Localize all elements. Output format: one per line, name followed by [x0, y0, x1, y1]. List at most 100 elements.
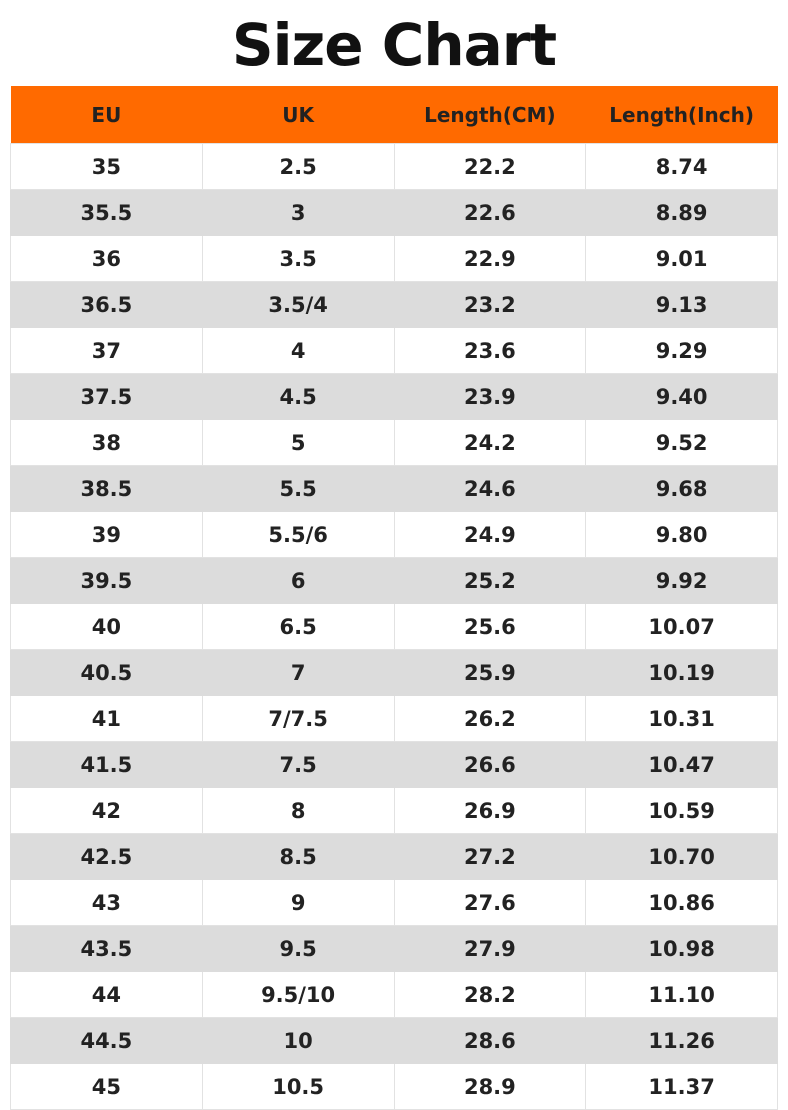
table-row: 35.5 3 22.6 8.89 — [10, 189, 778, 236]
column-header: EU — [10, 86, 203, 144]
table-cell: 7 — [201, 649, 395, 696]
table-cell: 9.01 — [585, 235, 778, 282]
table-cell: 10.19 — [585, 649, 778, 696]
column-header: UK — [202, 86, 394, 144]
table-row: 42.5 8.5 27.2 10.70 — [10, 833, 778, 880]
table-cell: 3.5/4 — [201, 281, 395, 328]
table-cell: 40.5 — [10, 649, 203, 696]
table-row: 35 2.5 22.2 8.74 — [10, 143, 778, 190]
table-cell: 8.89 — [585, 189, 778, 236]
column-header: Length(Inch) — [585, 86, 778, 144]
table-cell: 25.2 — [393, 557, 587, 604]
table-cell: 5.5 — [201, 465, 395, 512]
table-cell: 43 — [10, 879, 203, 926]
table-cell: 10.59 — [585, 787, 778, 834]
table-row: 44 9.5/10 28.2 11.10 — [10, 971, 778, 1018]
table-row: 40 6.5 25.6 10.07 — [10, 603, 778, 650]
table-cell: 10.47 — [585, 741, 778, 788]
table-cell: 2.5 — [201, 143, 395, 190]
table-cell: 4.5 — [201, 373, 395, 420]
table-cell: 11.26 — [585, 1017, 778, 1064]
table-cell: 22.6 — [393, 189, 587, 236]
table-cell: 9.68 — [585, 465, 778, 512]
table-cell: 8.74 — [585, 143, 778, 190]
table-cell: 9.5/10 — [201, 971, 395, 1018]
table-row: 36.5 3.5/4 23.2 9.13 — [10, 281, 778, 328]
table-cell: 10 — [201, 1017, 395, 1064]
header-row: EU UK Length(CM) Length(Inch) — [10, 86, 778, 144]
table-cell: 8 — [201, 787, 395, 834]
table-cell: 38.5 — [10, 465, 203, 512]
table-cell: 36.5 — [10, 281, 203, 328]
table-cell: 27.2 — [393, 833, 587, 880]
table-cell: 8.5 — [201, 833, 395, 880]
table-cell: 43.5 — [10, 925, 203, 972]
table-cell: 22.2 — [393, 143, 587, 190]
table-cell: 38 — [10, 419, 203, 466]
table-cell: 4 — [201, 327, 395, 374]
table-cell: 6.5 — [201, 603, 395, 650]
table-row: 40.5 7 25.9 10.19 — [10, 649, 778, 696]
table-cell: 41 — [10, 695, 203, 742]
table-cell: 28.6 — [393, 1017, 587, 1064]
table-row: 44.5 10 28.6 11.26 — [10, 1017, 778, 1064]
table-cell: 6 — [201, 557, 395, 604]
table-cell: 35 — [10, 143, 203, 190]
table-cell: 11.10 — [585, 971, 778, 1018]
table-cell: 26.2 — [393, 695, 587, 742]
table-cell: 35.5 — [10, 189, 203, 236]
table-cell: 27.6 — [393, 879, 587, 926]
table-cell: 10.86 — [585, 879, 778, 926]
table-row: 37 4 23.6 9.29 — [10, 327, 778, 374]
table-row: 38.5 5.5 24.6 9.68 — [10, 465, 778, 512]
table-cell: 23.2 — [393, 281, 587, 328]
table-cell: 9.13 — [585, 281, 778, 328]
table-cell: 9.5 — [201, 925, 395, 972]
table-cell: 5 — [201, 419, 395, 466]
table-cell: 7.5 — [201, 741, 395, 788]
table-cell: 25.6 — [393, 603, 587, 650]
table-cell: 23.9 — [393, 373, 587, 420]
table-row: 41 7/7.5 26.2 10.31 — [10, 695, 778, 742]
table-cell: 27.9 — [393, 925, 587, 972]
table-row: 41.5 7.5 26.6 10.47 — [10, 741, 778, 788]
table-cell: 9.40 — [585, 373, 778, 420]
table-row: 45 10.5 28.9 11.37 — [10, 1063, 778, 1110]
table-cell: 10.98 — [585, 925, 778, 972]
table-row: 38 5 24.2 9.52 — [10, 419, 778, 466]
table-cell: 11.37 — [585, 1063, 778, 1110]
table-cell: 7/7.5 — [201, 695, 395, 742]
table-cell: 25.9 — [393, 649, 587, 696]
table-cell: 24.2 — [393, 419, 587, 466]
table-cell: 10.31 — [585, 695, 778, 742]
table-cell: 26.9 — [393, 787, 587, 834]
column-header: Length(CM) — [394, 86, 586, 144]
table-cell: 39 — [10, 511, 203, 558]
table-cell: 10.70 — [585, 833, 778, 880]
table-header: EU UK Length(CM) Length(Inch) — [10, 86, 778, 144]
table-cell: 9.92 — [585, 557, 778, 604]
table-cell: 39.5 — [10, 557, 203, 604]
table-cell: 9 — [201, 879, 395, 926]
table-cell: 28.2 — [393, 971, 587, 1018]
table-cell: 10.07 — [585, 603, 778, 650]
table-cell: 37 — [10, 327, 203, 374]
table-cell: 37.5 — [10, 373, 203, 420]
table-cell: 10.5 — [201, 1063, 395, 1110]
table-cell: 5.5/6 — [201, 511, 395, 558]
table-cell: 9.29 — [585, 327, 778, 374]
table-cell: 42.5 — [10, 833, 203, 880]
table-cell: 24.6 — [393, 465, 587, 512]
table-cell: 9.52 — [585, 419, 778, 466]
table-row: 39 5.5/6 24.9 9.80 — [10, 511, 778, 558]
table-cell: 24.9 — [393, 511, 587, 558]
table-cell: 44 — [10, 971, 203, 1018]
table-cell: 28.9 — [393, 1063, 587, 1110]
table-cell: 22.9 — [393, 235, 587, 282]
table-row: 43.5 9.5 27.9 10.98 — [10, 925, 778, 972]
table-row: 36 3.5 22.9 9.01 — [10, 235, 778, 282]
title: Size Chart — [231, 11, 557, 79]
table-cell: 40 — [10, 603, 203, 650]
table-cell: 3 — [201, 189, 395, 236]
